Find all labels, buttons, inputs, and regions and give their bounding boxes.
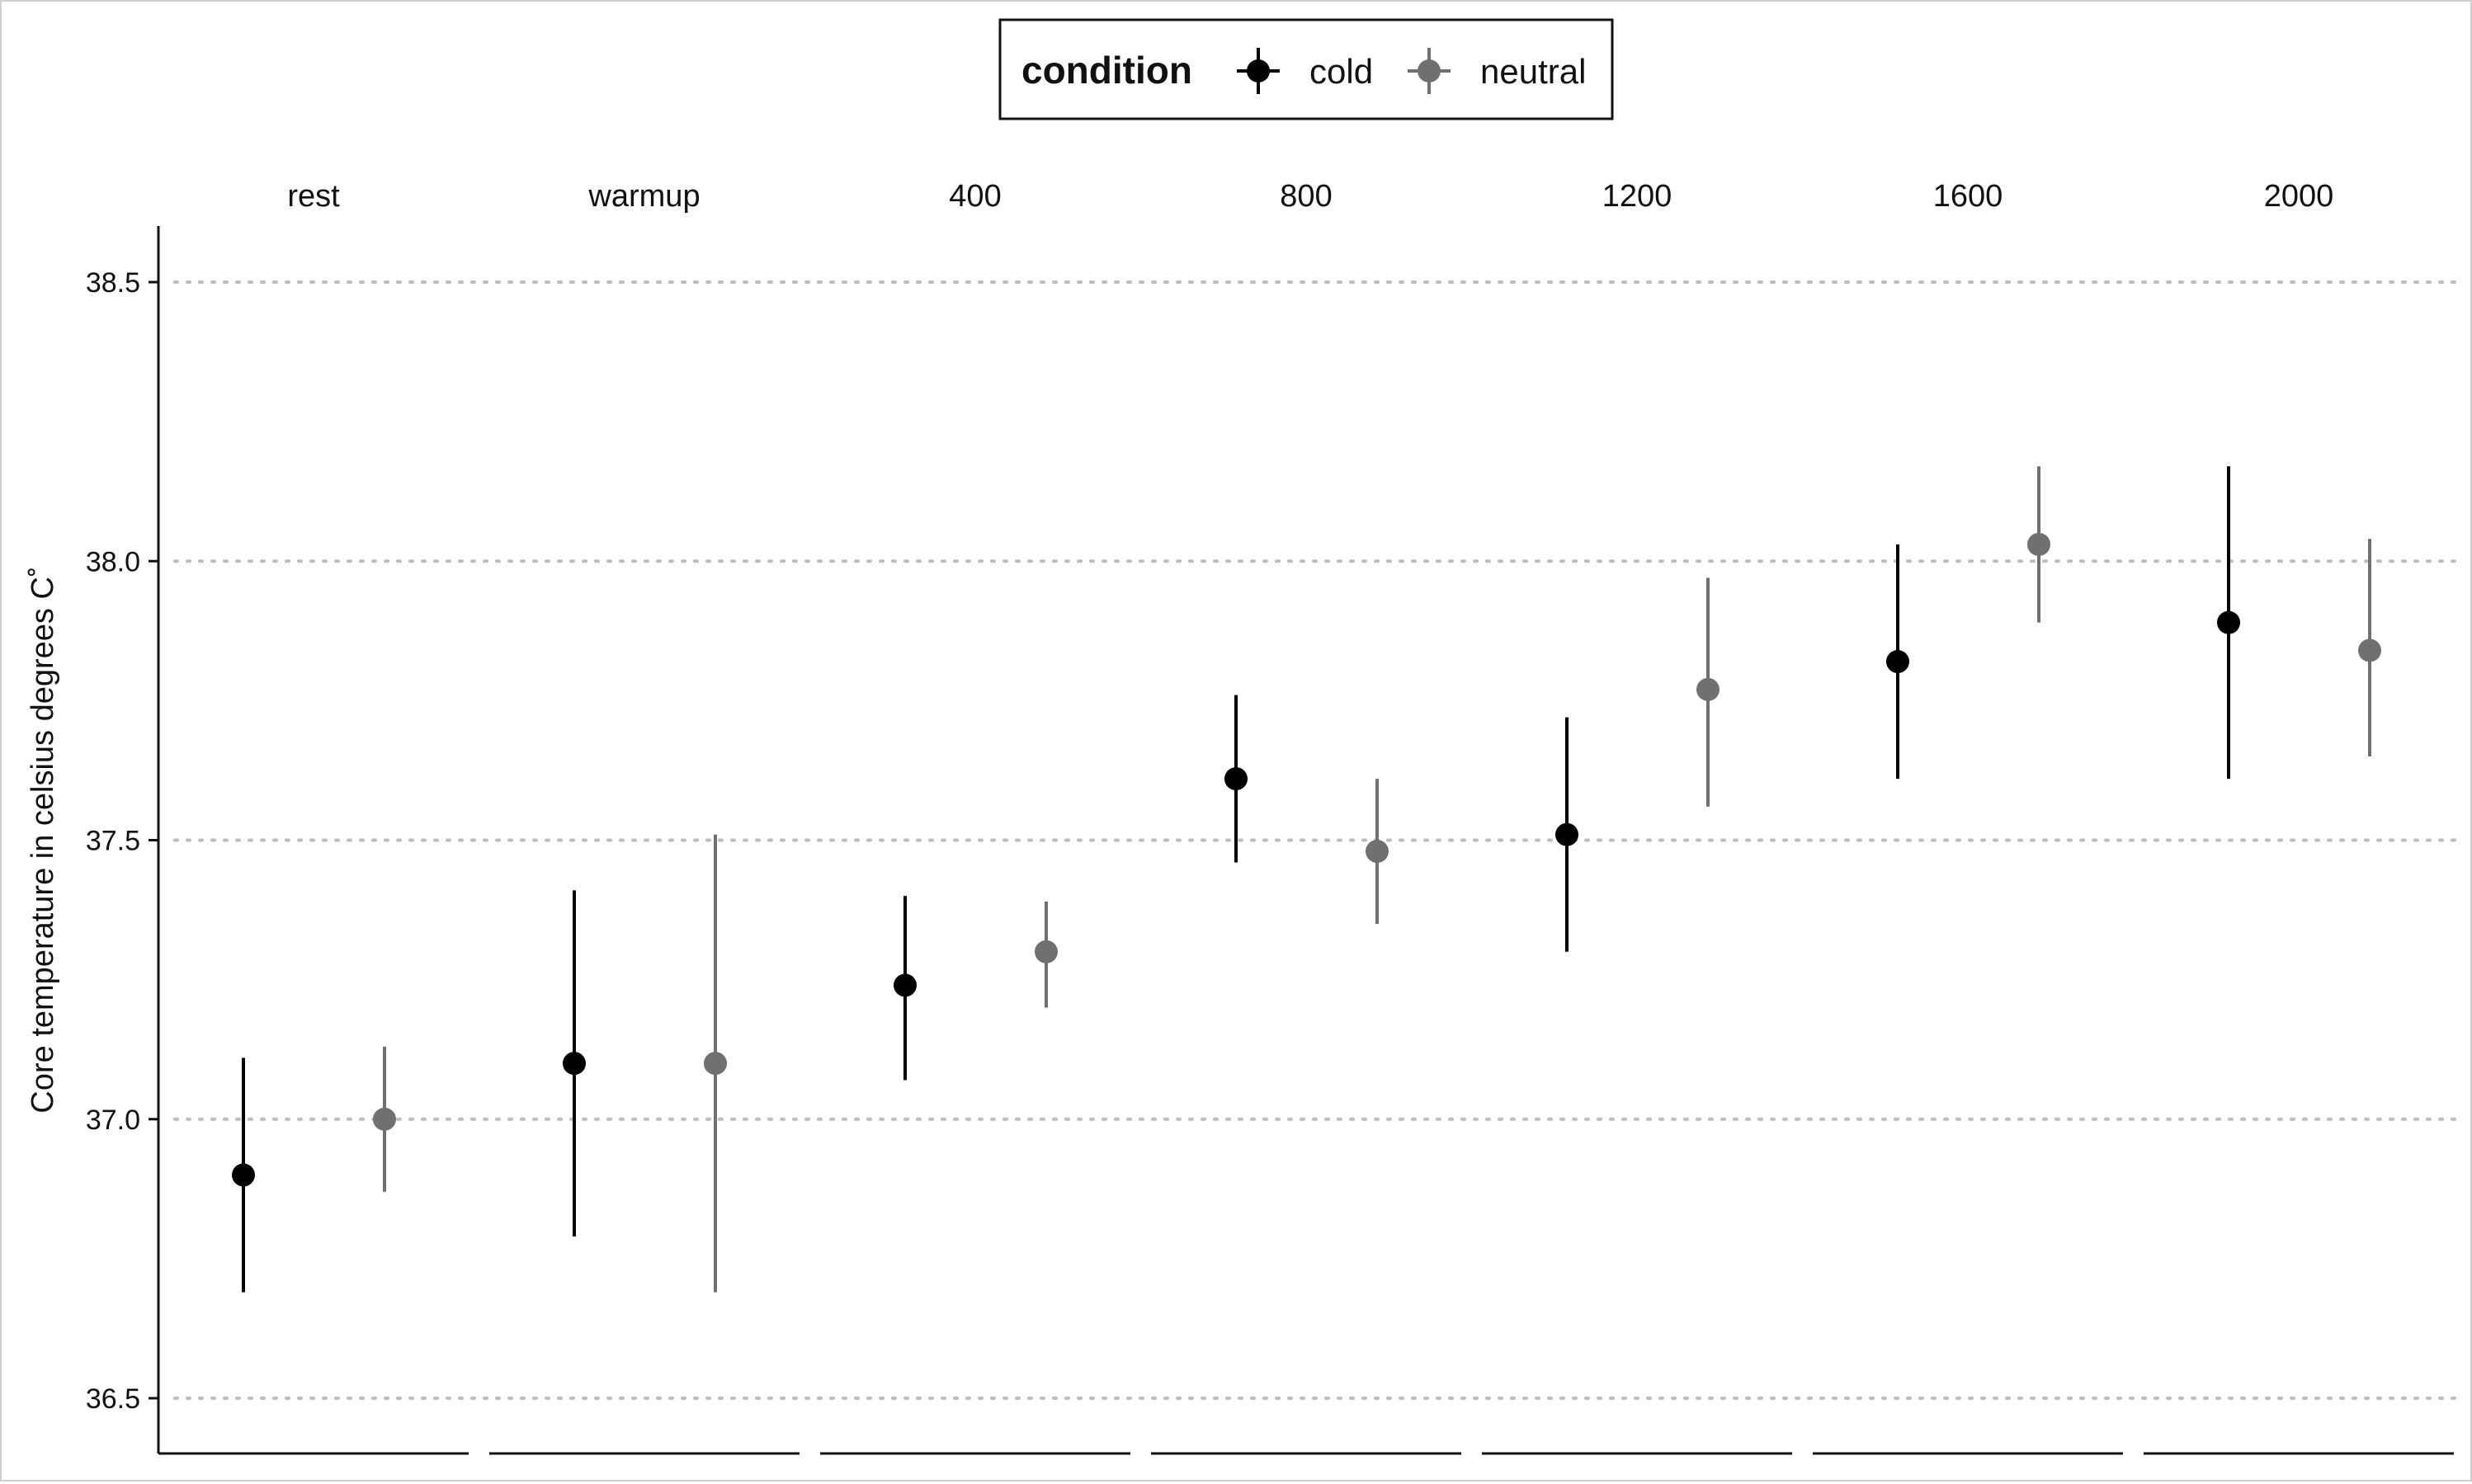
cold-point-800 <box>1224 767 1248 791</box>
legend-label-cold: cold <box>1309 52 1373 91</box>
facet-label-2000: 2000 <box>2264 179 2334 214</box>
neutral-point-2000 <box>2358 638 2381 662</box>
neutral-point-rest <box>373 1107 396 1131</box>
cold-point-400 <box>894 973 917 997</box>
cold-point-1200 <box>1555 822 1578 846</box>
y-tick-label: 38.0 <box>86 546 140 577</box>
grid-layer <box>173 280 2458 1400</box>
cold-point-1600 <box>1886 650 1909 674</box>
cold-point-rest <box>232 1163 255 1187</box>
facet-strip-labels: rest warmup 400 800 1200 1600 2000 <box>287 179 2333 214</box>
y-axis-title: Core temperature in celsius degrees C˚ <box>26 566 60 1113</box>
data-layer <box>232 466 2381 1293</box>
facet-label-warmup: warmup <box>587 179 700 214</box>
facet-label-rest: rest <box>287 179 340 214</box>
neutral-point-400 <box>1035 940 1058 963</box>
legend-label-neutral: neutral <box>1480 52 1586 91</box>
y-tick-label: 38.5 <box>86 267 140 299</box>
cold-point-2000 <box>2217 610 2240 634</box>
neutral-point-1200 <box>1696 677 1720 701</box>
facet-label-1600: 1600 <box>1933 179 2003 214</box>
legend-box <box>998 18 1614 120</box>
neutral-legend-key-point <box>1418 59 1441 82</box>
neutral-point-warmup <box>704 1052 727 1076</box>
y-tick-label: 37.5 <box>86 826 140 857</box>
neutral-point-1600 <box>2027 532 2050 556</box>
legend-title: condition <box>1021 49 1192 92</box>
cold-point-warmup <box>563 1052 586 1076</box>
y-tick-label: 36.5 <box>86 1383 140 1415</box>
facet-label-1200: 1200 <box>1602 179 1672 214</box>
y-tick-label: 37.0 <box>86 1105 140 1136</box>
facet-label-800: 800 <box>1280 179 1332 214</box>
facet-label-400: 400 <box>949 179 1001 214</box>
cold-legend-key-point <box>1247 59 1270 82</box>
axis-layer: 36.5 37.0 37.5 38.0 38.5 <box>86 226 2454 1455</box>
neutral-point-800 <box>1366 840 1389 864</box>
legend: condition cold neutral <box>998 18 1614 120</box>
